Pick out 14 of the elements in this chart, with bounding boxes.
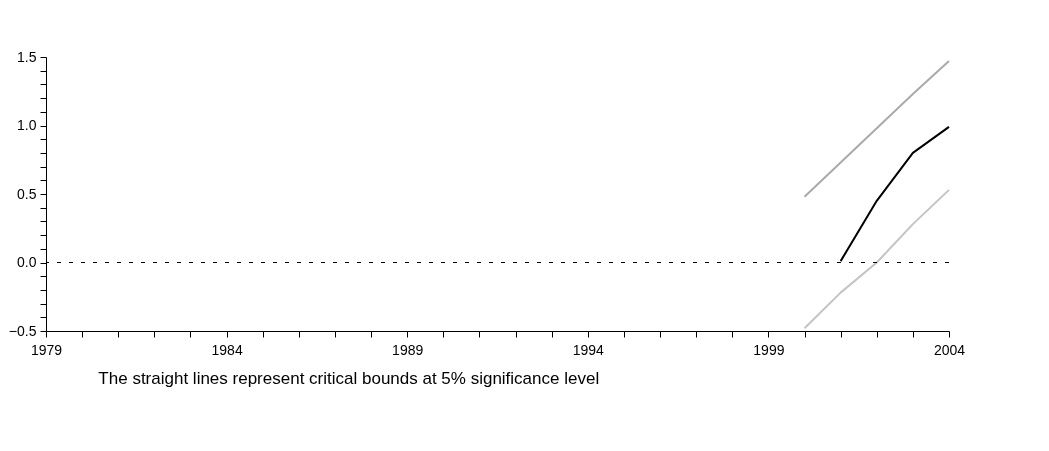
y-tick-label: −0.5	[8, 322, 37, 339]
x-tick-label: 1984	[211, 341, 243, 358]
x-tick-label: 1979	[30, 341, 63, 358]
y-tick-label: 0.5	[17, 185, 37, 202]
line-series	[803, 188, 950, 330]
text: The straight lines represent critical bounds at 5% significance level	[98, 369, 600, 388]
x-tick-label: 2004	[933, 341, 966, 358]
y-tick-label: 1.5	[17, 48, 37, 65]
x-tick-label: 1994	[572, 341, 605, 358]
y-tick-label: 0.0	[17, 254, 37, 270]
line-series	[803, 60, 950, 198]
y-tick-label: 1.0	[17, 117, 37, 133]
x-tick-label: 1999	[753, 341, 785, 358]
x-tick-label: 1989	[392, 341, 424, 358]
